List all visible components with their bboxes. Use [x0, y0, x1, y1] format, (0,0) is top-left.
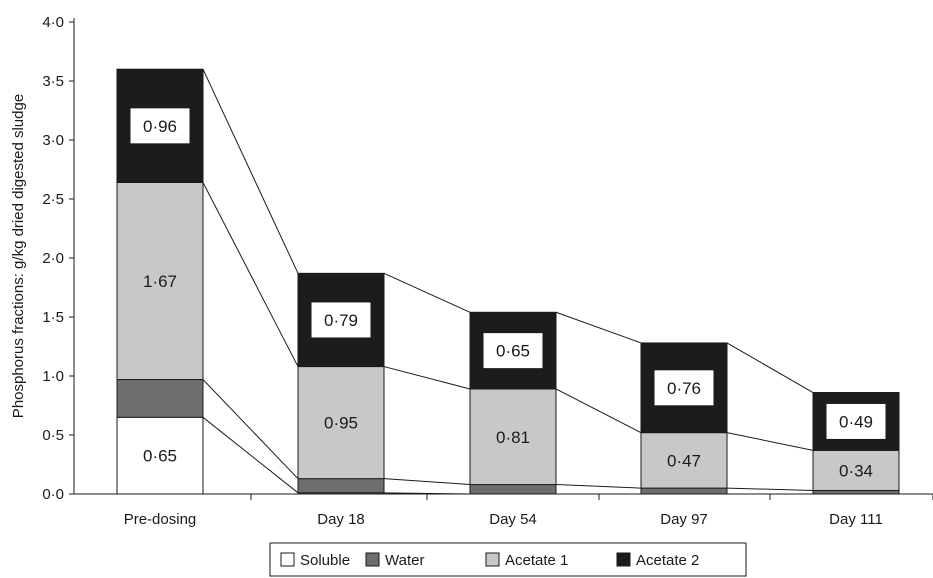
- bar-segment-water: [116, 379, 204, 418]
- bar-segment-acetate-1: [812, 449, 900, 491]
- y-tick-label: 1·0: [42, 368, 64, 385]
- legend-swatch-soluble: [280, 552, 295, 567]
- data-label: 0·79: [324, 311, 358, 330]
- x-category-label: Day 18: [317, 511, 365, 528]
- legend-swatch-acetate-2: [616, 552, 631, 567]
- legend-label-acetate-1: Acetate 1: [505, 552, 568, 569]
- x-category-label: Pre-dosing: [124, 511, 197, 528]
- bar-segment-water: [640, 487, 728, 495]
- data-label-box: [129, 107, 191, 145]
- data-label: 0·65: [496, 342, 530, 361]
- connector-line: [555, 388, 642, 434]
- legend-swatch-water: [365, 552, 380, 567]
- y-axis-label: Phosphorus fractions: g/kg dried digeste…: [10, 94, 27, 418]
- connector-line: [726, 432, 814, 451]
- connector-line: [202, 182, 299, 367]
- x-category-label: Day 54: [489, 511, 537, 528]
- legend-label-water: Water: [385, 552, 424, 569]
- bar-segment-acetate-1: [297, 366, 385, 480]
- connector-line: [202, 68, 299, 274]
- connector-line: [555, 311, 642, 344]
- y-tick-label: 2·5: [42, 191, 64, 208]
- data-label-box: [825, 402, 887, 440]
- bar-segment-soluble: [116, 416, 204, 495]
- data-label: 0·76: [667, 379, 701, 398]
- legend: Soluble Water Acetate 1 Acetate 2: [269, 542, 747, 577]
- legend-swatch-acetate-1: [485, 552, 500, 567]
- data-label: 0·81: [496, 428, 530, 447]
- bar-segment-water: [812, 489, 900, 495]
- y-tick-label: 0·0: [42, 486, 64, 503]
- x-category-label: Day 97: [660, 511, 708, 528]
- connector-line: [555, 484, 642, 489]
- data-label: 0·47: [667, 451, 701, 470]
- connector-line: [383, 492, 471, 495]
- y-tick-label: 1·5: [42, 309, 64, 326]
- data-label-box: [653, 369, 715, 407]
- data-label: 0·65: [143, 447, 177, 466]
- bar-segment-water: [297, 478, 385, 494]
- bar-segment-acetate-1: [469, 388, 557, 486]
- y-tick-label: 3·0: [42, 132, 64, 149]
- data-label: 0·34: [839, 461, 873, 480]
- data-label: 0·49: [839, 412, 873, 431]
- y-tick-label: 3·5: [42, 73, 64, 90]
- legend-box: [269, 542, 747, 577]
- connector-line: [726, 342, 814, 393]
- connector-line: [202, 379, 299, 480]
- data-label: 1·67: [143, 272, 177, 291]
- data-label-box: [310, 301, 372, 339]
- connector-line: [383, 478, 471, 486]
- data-label: 0·96: [143, 117, 177, 136]
- y-tick-label: 0·5: [42, 427, 64, 444]
- bar-segment-water: [469, 484, 557, 495]
- x-category-label: Day 111: [829, 511, 883, 528]
- connector-line: [202, 416, 299, 494]
- connector-line: [383, 366, 471, 390]
- data-label: 0·95: [324, 414, 358, 433]
- bar-segment-acetate-1: [640, 432, 728, 489]
- y-tick-label: 2·0: [42, 250, 64, 267]
- bar-segment-acetate-1: [116, 181, 204, 381]
- data-label-box: [482, 332, 544, 370]
- connector-line: [383, 272, 471, 313]
- y-tick-label: 4·0: [42, 14, 64, 31]
- connector-line: [726, 487, 814, 491]
- legend-label-soluble: Soluble: [300, 552, 350, 569]
- legend-label-acetate-2: Acetate 2: [636, 552, 699, 569]
